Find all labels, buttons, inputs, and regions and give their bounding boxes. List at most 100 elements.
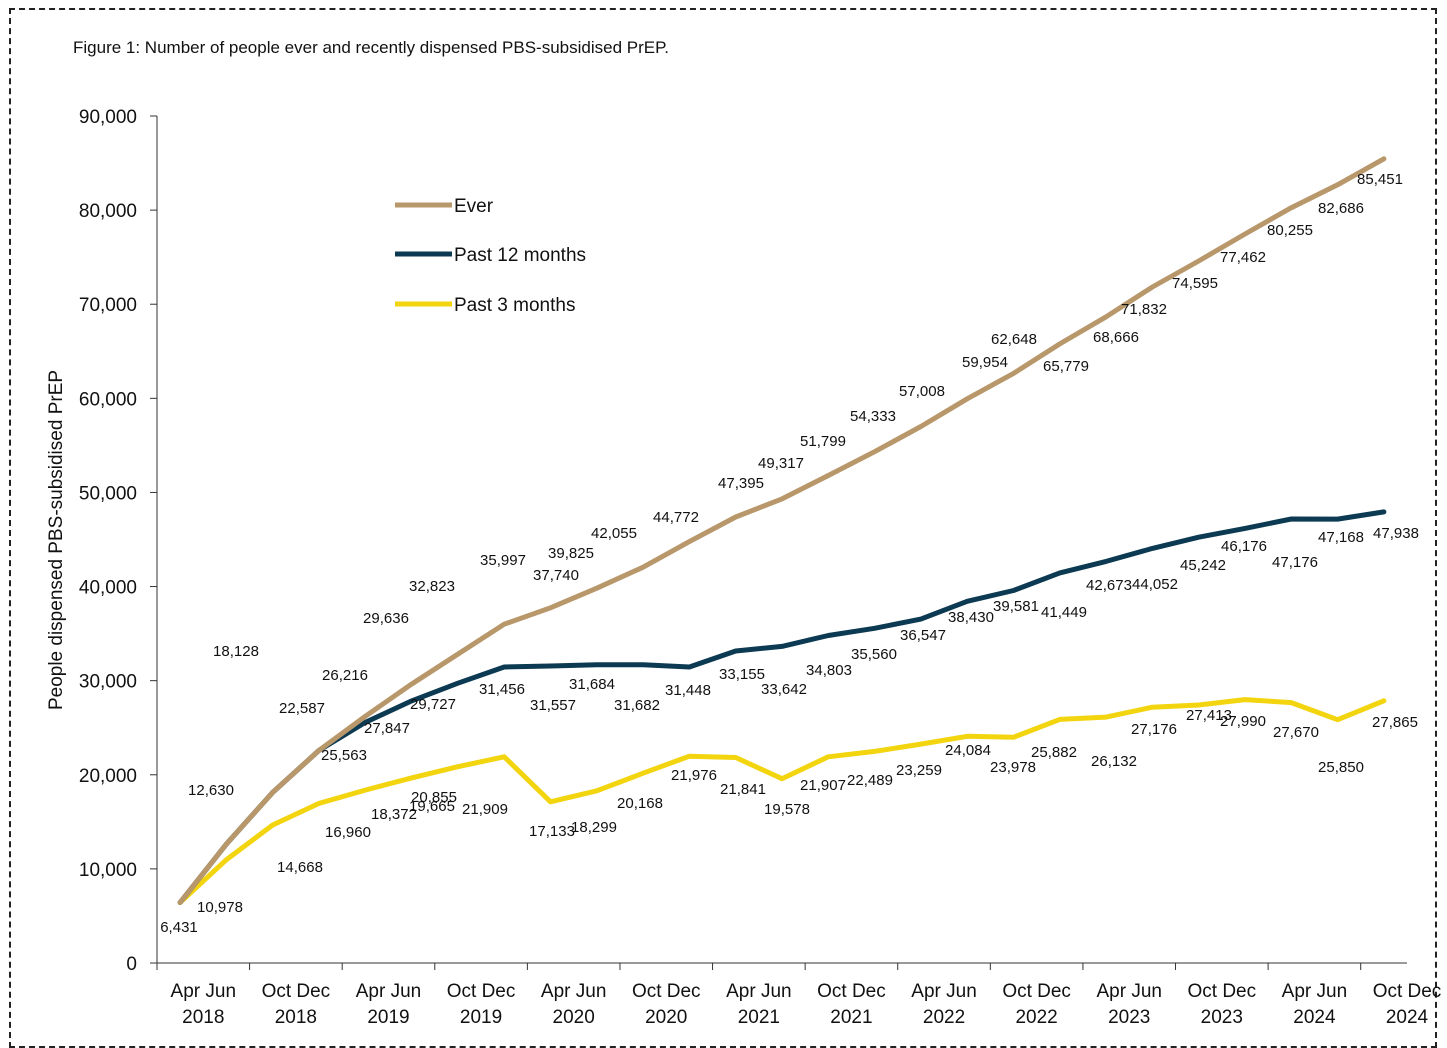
data-label: 39,825 (548, 545, 594, 562)
data-label: 38,430 (948, 609, 994, 626)
data-label: 31,557 (530, 697, 576, 714)
data-label: 49,317 (758, 455, 804, 472)
data-label: 47,938 (1373, 525, 1419, 542)
x-tick-label-year: 2020 (553, 1007, 595, 1028)
data-label: 27,413 (1186, 707, 1232, 724)
x-tick-label-periods: Apr Jun (541, 981, 606, 1002)
x-tick-label-periods: Apr Jun (171, 981, 236, 1002)
y-tick-label: 20,000 (79, 766, 137, 787)
y-tick-label: 50,000 (79, 483, 137, 504)
data-label: 44,772 (653, 509, 699, 526)
data-label: 31,684 (569, 676, 615, 693)
data-label: 31,456 (479, 681, 525, 698)
data-label: 47,395 (718, 475, 764, 492)
data-label: 23,978 (990, 759, 1036, 776)
x-tick-label-year: 2021 (738, 1007, 780, 1028)
data-label: 20,168 (617, 795, 663, 812)
data-label: 62,648 (991, 331, 1037, 348)
data-label: 42,055 (591, 525, 637, 542)
x-tick-label-year: 2024 (1386, 1007, 1429, 1028)
x-tick-label-periods: Oct Dec (1002, 981, 1071, 1002)
data-label: 29,727 (410, 696, 456, 713)
data-label: 54,333 (850, 408, 896, 425)
x-tick-label-year: 2019 (460, 1007, 502, 1028)
x-tick-label-year: 2021 (830, 1007, 872, 1028)
x-tick-label-periods: Apr Jun (726, 981, 791, 1002)
data-label: 34,803 (806, 662, 852, 679)
data-label: 21,909 (462, 801, 508, 818)
x-tick-label-periods: Apr Jun (356, 981, 421, 1002)
legend-label: Past 3 months (454, 295, 575, 316)
data-label: 26,132 (1091, 753, 1137, 770)
data-label: 23,259 (896, 762, 942, 779)
data-label: 33,642 (761, 681, 807, 698)
data-label: 22,489 (847, 772, 893, 789)
x-tick-label-periods: Oct Dec (817, 981, 886, 1002)
data-label: 12,630 (188, 782, 234, 799)
data-label: 35,560 (851, 646, 897, 663)
data-label: 26,216 (322, 667, 368, 684)
data-label: 27,670 (1273, 724, 1319, 741)
data-label: 85,451 (1357, 171, 1403, 188)
data-label: 57,008 (899, 383, 945, 400)
y-tick-label: 10,000 (79, 860, 137, 881)
x-tick-label-year: 2022 (923, 1007, 965, 1028)
data-label: 31,448 (665, 682, 711, 699)
data-label: 32,823 (409, 578, 455, 595)
data-label: 59,954 (962, 354, 1008, 371)
y-tick-label: 0 (126, 954, 137, 975)
x-tick-label-year: 2020 (645, 1007, 687, 1028)
data-label: 10,978 (197, 899, 243, 916)
data-label: 47,168 (1318, 529, 1364, 546)
legend-label: Past 12 months (454, 245, 586, 266)
y-tick-label: 60,000 (79, 389, 137, 410)
data-label: 27,176 (1131, 721, 1177, 738)
data-label: 47,176 (1272, 554, 1318, 571)
data-label: 17,133 (529, 823, 575, 840)
data-label: 27,990 (1220, 713, 1266, 730)
series-line-2 (177, 697, 1387, 905)
x-tick-label-periods: Oct Dec (447, 981, 516, 1002)
y-tick-label: 70,000 (79, 295, 137, 316)
data-label: 71,832 (1121, 301, 1167, 318)
y-tick-label: 40,000 (79, 578, 137, 599)
data-label: 39,581 (993, 598, 1039, 615)
data-label: 18,372 (371, 806, 417, 823)
series-line-0 (177, 156, 1387, 905)
data-label: 31,682 (614, 697, 660, 714)
data-label: 41,449 (1041, 604, 1087, 621)
data-label: 19,578 (764, 801, 810, 818)
data-label: 42,673 (1086, 577, 1132, 594)
data-label: 22,587 (279, 700, 325, 717)
x-tick-label-year: 2018 (182, 1007, 224, 1028)
x-tick-label-year: 2024 (1293, 1007, 1336, 1028)
data-label: 27,847 (364, 720, 410, 737)
x-tick-label-periods: Apr Jun (1282, 981, 1347, 1002)
data-label: 16,960 (325, 824, 371, 841)
x-tick-label-periods: Apr Jun (911, 981, 976, 1002)
data-label: 45,242 (1180, 557, 1226, 574)
x-tick-label-periods: Oct Dec (262, 981, 331, 1002)
x-tick-label-year: 2023 (1108, 1007, 1150, 1028)
data-label: 18,299 (571, 819, 617, 836)
data-label: 25,882 (1031, 744, 1077, 761)
x-tick-label-periods: Oct Dec (632, 981, 701, 1002)
x-tick-label-year: 2023 (1201, 1007, 1243, 1028)
legend-label: Ever (454, 196, 494, 217)
x-tick-label-periods: Oct Dec (1373, 981, 1442, 1002)
data-label: 25,563 (321, 747, 367, 764)
x-tick-label-year: 2019 (367, 1007, 409, 1028)
figure-caption: Figure 1: Number of people ever and rece… (73, 38, 669, 57)
data-label: 35,997 (480, 552, 526, 569)
data-label: 74,595 (1172, 275, 1218, 292)
data-label: 65,779 (1043, 358, 1089, 375)
data-label: 33,155 (719, 666, 765, 683)
data-label: 29,636 (363, 610, 409, 627)
data-label: 80,255 (1267, 222, 1313, 239)
data-label: 82,686 (1318, 200, 1364, 217)
y-tick-label: 90,000 (79, 107, 137, 128)
data-label: 36,547 (900, 627, 946, 644)
data-label: 14,668 (277, 859, 323, 876)
data-label: 44,052 (1132, 576, 1178, 593)
